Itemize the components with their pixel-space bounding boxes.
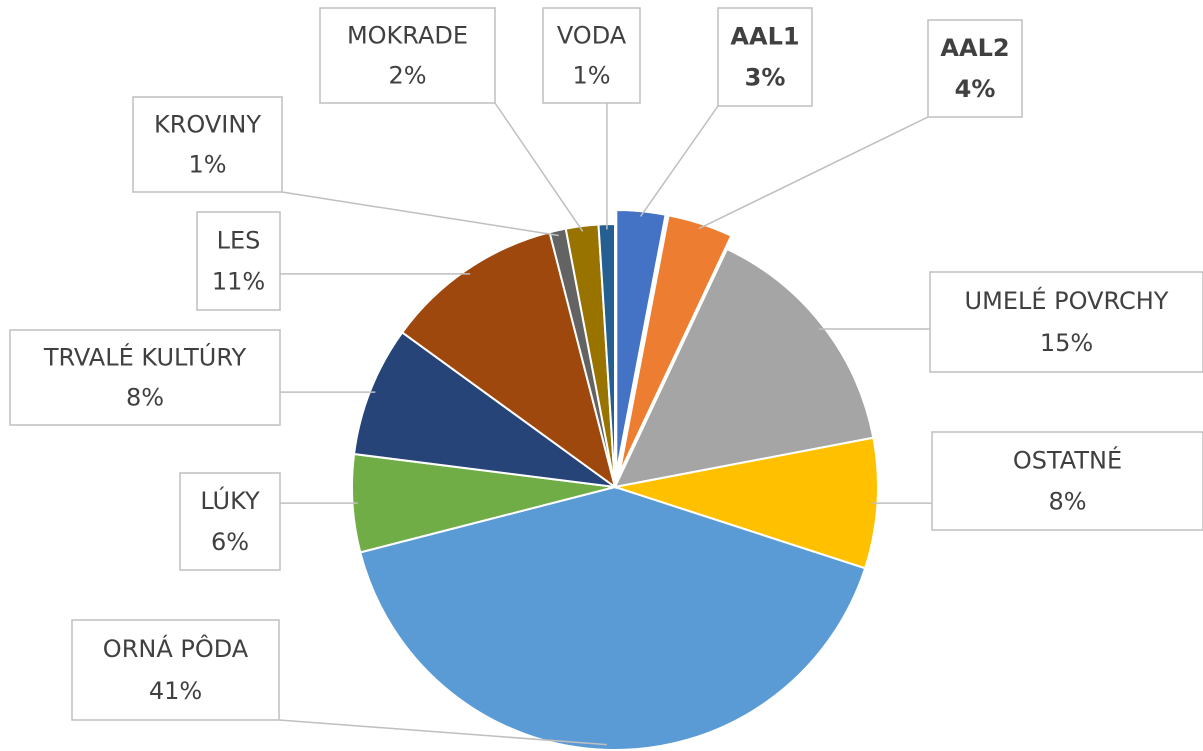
value-label: 1%	[188, 150, 226, 178]
label-box	[71, 619, 280, 721]
value-label: 1%	[572, 61, 610, 89]
value-label: 11%	[212, 268, 265, 296]
leader-line	[639, 105, 719, 217]
category-label: OSTATNÉ	[1013, 445, 1122, 474]
category-label: MOKRADE	[347, 22, 468, 50]
label-box	[319, 7, 496, 104]
category-label: ORNÁ PÔDA	[103, 633, 249, 663]
slice	[359, 485, 867, 751]
value-label: 8%	[126, 383, 164, 411]
leader-line	[281, 191, 559, 237]
value-label: 15%	[1040, 329, 1093, 357]
category-label: UMELÉ POVRCHY	[965, 286, 1169, 315]
leader-line	[278, 719, 607, 746]
slices	[351, 209, 879, 751]
leaders	[278, 102, 932, 746]
slice	[613, 247, 875, 489]
label-box	[542, 7, 641, 104]
label-box	[717, 7, 813, 107]
value-label: 8%	[1048, 488, 1086, 516]
category-label: LES	[217, 226, 261, 254]
label-box	[9, 329, 281, 426]
category-label: AAL2	[940, 34, 1009, 62]
label-box	[931, 431, 1203, 531]
slice	[352, 331, 616, 488]
category-label: AAL1	[730, 22, 799, 50]
slice	[618, 214, 733, 475]
category-label: LÚKY	[200, 485, 260, 515]
label-box	[927, 19, 1023, 118]
slice	[400, 231, 617, 490]
label-box	[929, 271, 1203, 373]
category-label: VODA	[557, 22, 627, 50]
value-label: 41%	[149, 677, 202, 705]
value-label: 6%	[211, 528, 249, 556]
value-label: 3%	[745, 64, 786, 92]
slice	[615, 209, 667, 474]
category-label: TRVALÉ KULTÚRY	[43, 342, 247, 372]
value-label: 4%	[955, 75, 996, 103]
category-label: KROVINY	[154, 111, 261, 139]
value-label: 2%	[388, 61, 426, 89]
leader-line	[698, 116, 929, 230]
label-box	[196, 211, 281, 311]
leader-line	[494, 102, 584, 232]
label-box	[132, 96, 283, 193]
label-box	[179, 472, 281, 571]
